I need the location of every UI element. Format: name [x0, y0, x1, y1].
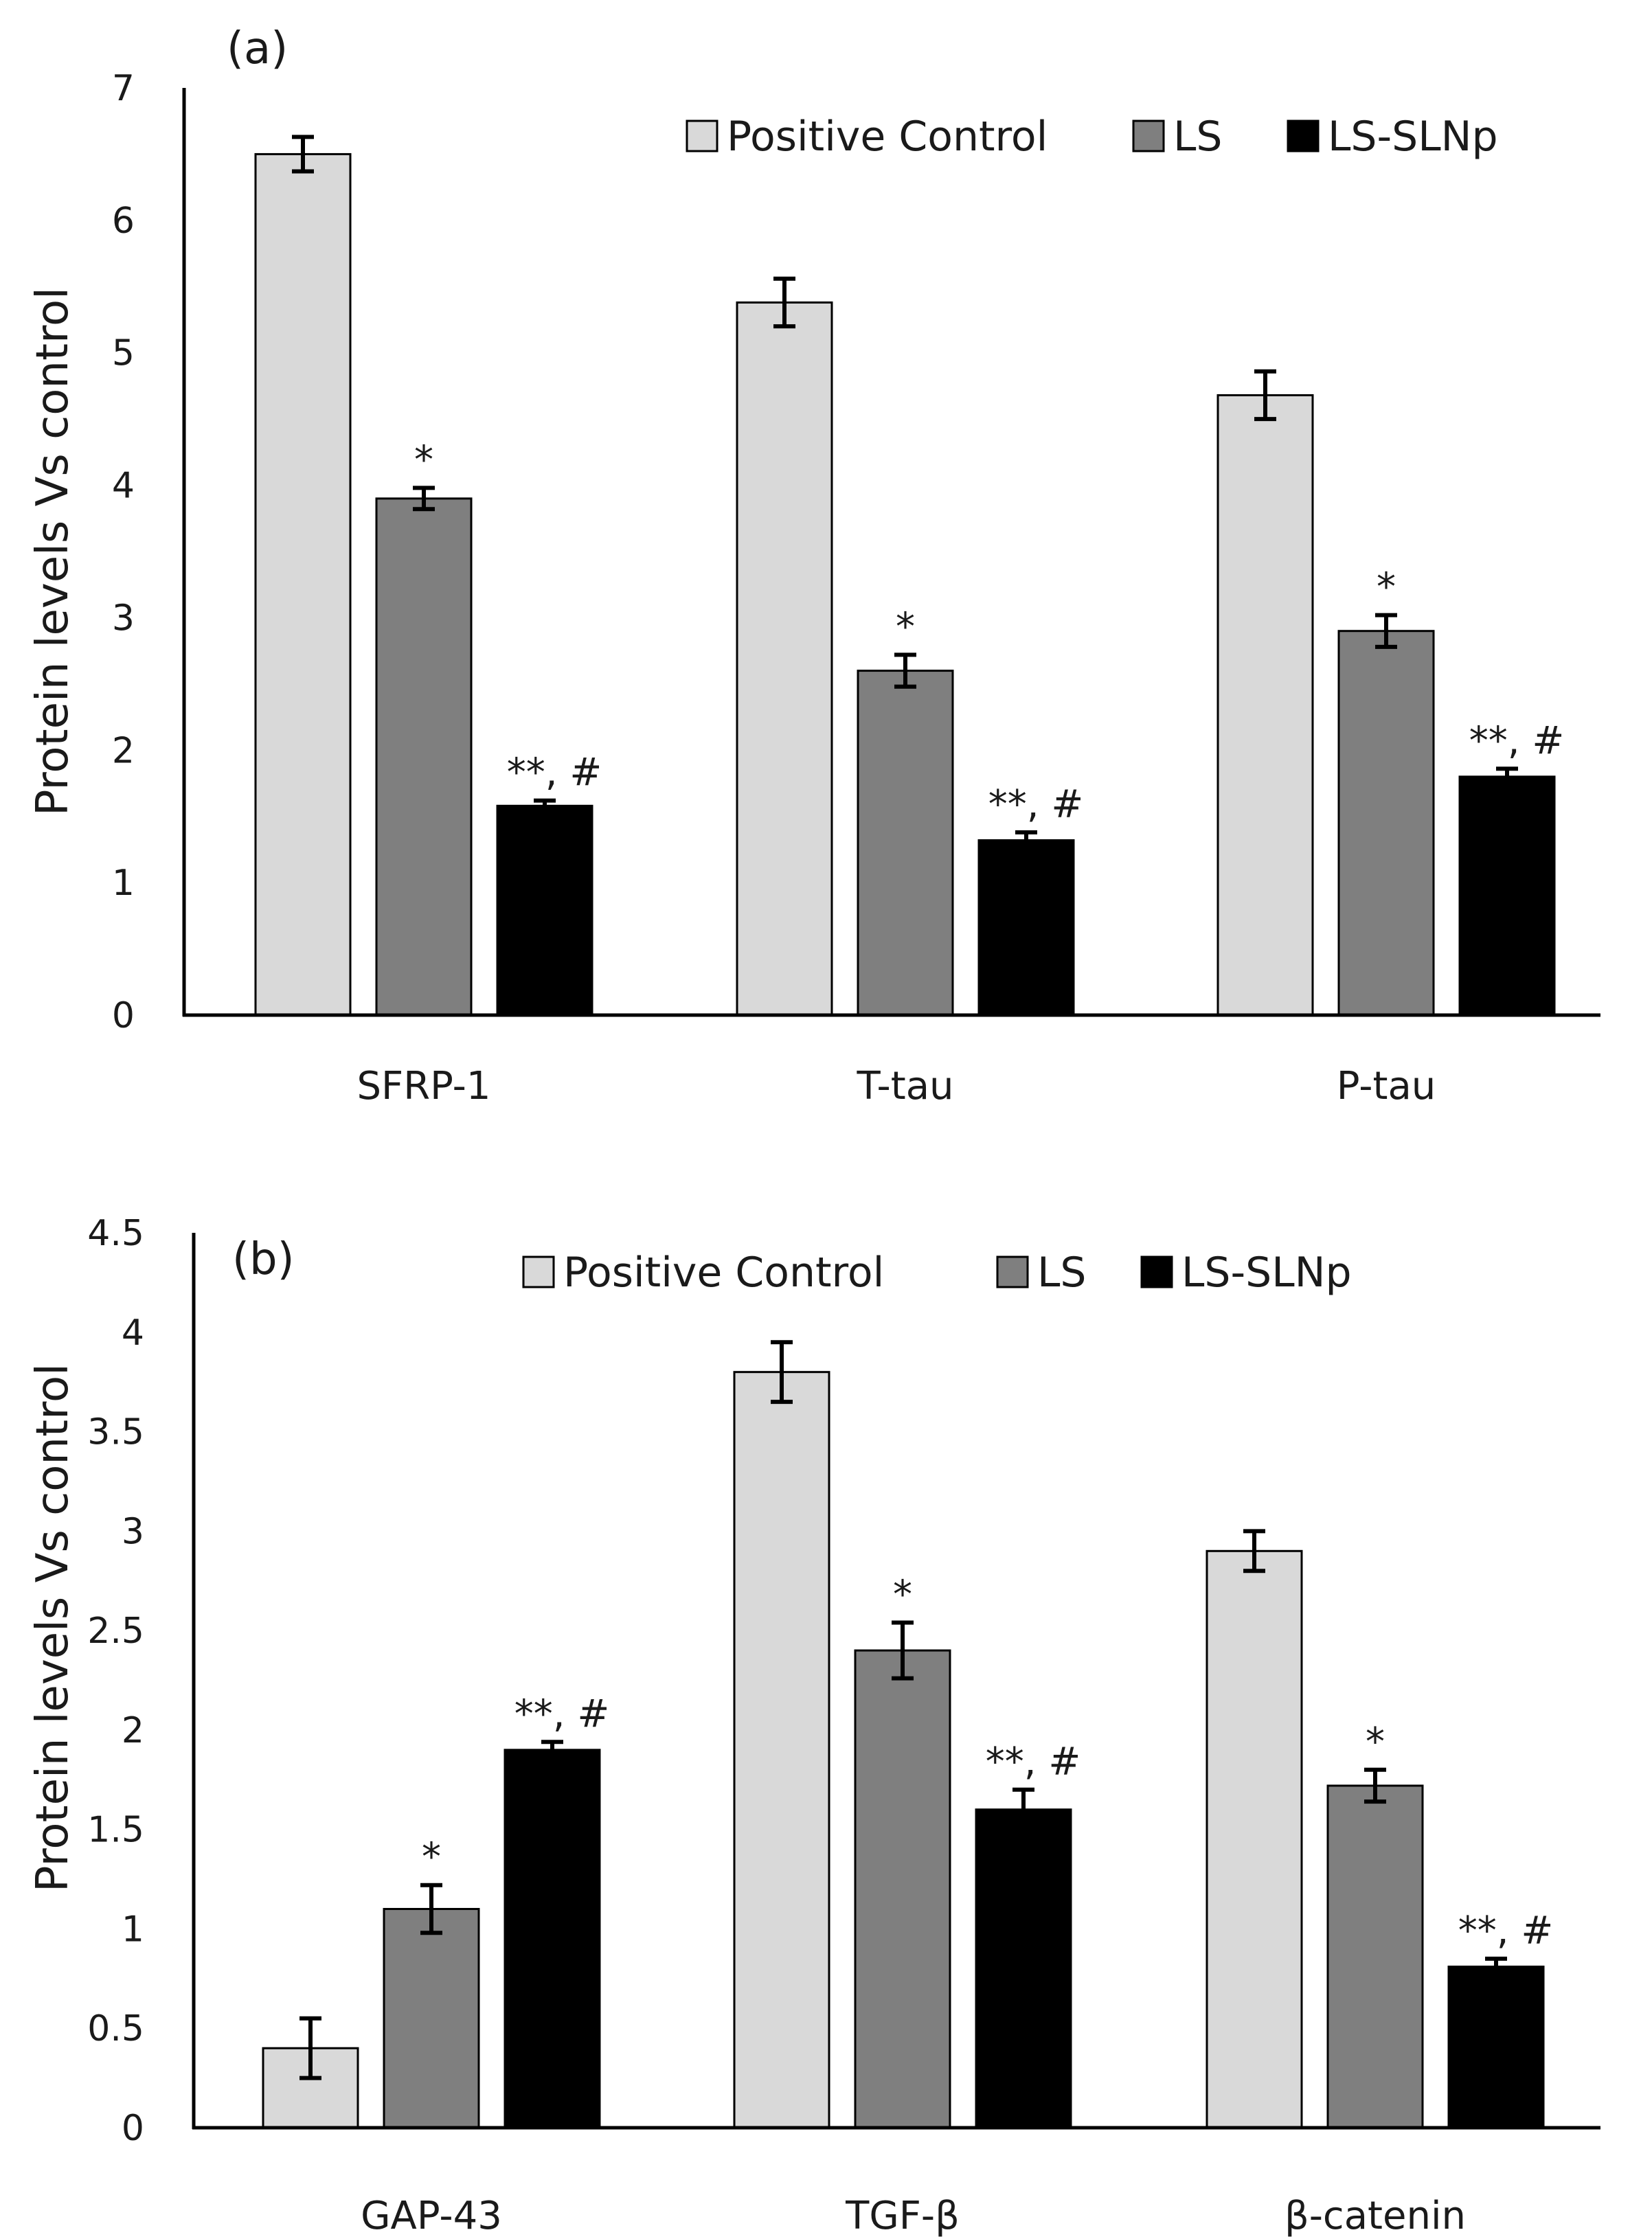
significance-label: *: [422, 1835, 441, 1880]
y-tick-label: 3: [122, 1511, 144, 1552]
legend-label: LS: [1173, 113, 1223, 161]
significance-label: *: [1366, 1720, 1385, 1764]
y-axis-title: Protein levels Vs control: [27, 287, 78, 816]
y-tick-label: 3.5: [87, 1412, 144, 1453]
bar-t-tau-ls-slnp: [977, 839, 1075, 1016]
bar-p-tau-ls-slnp: [1458, 775, 1556, 1016]
significance-label: *: [896, 604, 915, 649]
significance-label: **, #: [507, 751, 602, 795]
error-bar: [534, 798, 556, 813]
panel-label: (b): [232, 1234, 295, 1285]
legend-label: LS-SLNp: [1181, 1249, 1352, 1297]
legend-label: Positive Control: [727, 113, 1048, 161]
legend-swatch: [1132, 120, 1165, 152]
error-bar: [1496, 766, 1518, 787]
error-bar: [771, 1340, 793, 1405]
x-tick-label: P-tau: [1337, 1064, 1436, 1109]
bar-tgf--ls: [854, 1649, 951, 2129]
legend-swatch: [522, 1255, 555, 1288]
y-tick-label: 0: [122, 2108, 144, 2149]
bar--catenin-ls-slnp: [1447, 1965, 1545, 2129]
bar--catenin-positive-control: [1206, 1549, 1303, 2129]
error-bar: [541, 1740, 563, 1760]
x-tick-label: GAP-43: [361, 2194, 502, 2238]
y-tick-label: 7: [112, 68, 135, 109]
y-tick-label: 0.5: [87, 2008, 144, 2049]
significance-label: **, #: [988, 782, 1084, 827]
x-tick-label: SFRP-1: [357, 1064, 490, 1109]
y-tick-label: 4: [112, 466, 135, 507]
legend-swatch: [1287, 120, 1320, 152]
error-bar: [1364, 1767, 1386, 1804]
error-bar: [1015, 830, 1037, 850]
error-bar: [299, 2016, 321, 2080]
error-bar: [413, 486, 435, 512]
legend-label: Positive Control: [563, 1249, 884, 1297]
significance-label: **, #: [986, 1740, 1081, 1784]
significance-label: **, #: [1458, 1909, 1554, 1953]
bar-p-tau-positive-control: [1217, 394, 1314, 1016]
y-tick-label: 1: [122, 1909, 144, 1950]
y-tick-label: 2: [122, 1710, 144, 1751]
bar-gap-43-ls-slnp: [503, 1749, 601, 2129]
bar-sfrp-1-ls: [375, 497, 473, 1016]
legend-label: LS-SLNp: [1328, 113, 1498, 161]
error-bar: [894, 652, 916, 689]
significance-label: *: [893, 1573, 912, 1617]
legend-swatch: [686, 120, 718, 152]
x-tick-label: TGF-β: [845, 2194, 960, 2238]
bar-tgf--positive-control: [733, 1371, 830, 2129]
y-tick-label: 2: [112, 730, 135, 771]
bar-t-tau-positive-control: [736, 301, 833, 1016]
x-tick-label: β-catenin: [1285, 2194, 1466, 2238]
bar-t-tau-ls: [857, 670, 954, 1016]
significance-label: **, #: [514, 1692, 610, 1736]
bar-tgf--ls-slnp: [975, 1808, 1072, 2129]
y-tick-label: 1: [112, 863, 135, 904]
y-tick-label: 6: [112, 201, 135, 242]
significance-label: *: [414, 437, 433, 482]
error-bar: [292, 135, 314, 174]
y-tick-label: 4.5: [87, 1213, 144, 1254]
y-tick-label: 2.5: [87, 1611, 144, 1652]
error-bar: [1485, 1956, 1507, 1977]
error-bar: [1012, 1787, 1034, 1832]
chart-panel-b: (b) Protein levels Vs control 0 0.5 1 1.5 2 2.5…: [27, 1213, 1600, 2238]
error-bar: [773, 276, 795, 329]
significance-label: **, #: [1469, 718, 1565, 763]
legend-label: LS: [1037, 1249, 1087, 1297]
bar--catenin-ls: [1326, 1784, 1424, 2129]
chart-panel-a: (a) Protein levels Vs control 0 1 2 3 4 5 6 7 * **,…: [27, 23, 1600, 1109]
legend-swatch: [1140, 1255, 1173, 1288]
y-tick-label: 3: [112, 598, 135, 639]
y-tick-label: 5: [112, 333, 135, 374]
y-tick-label: 4: [122, 1312, 144, 1354]
legend: Positive Control LS LS-SLNp: [522, 1249, 1352, 1297]
significance-label: *: [1377, 565, 1396, 610]
legend: Positive Control LS LS-SLNp: [686, 113, 1498, 161]
legend-swatch: [996, 1255, 1029, 1288]
bar-sfrp-1-positive-control: [254, 152, 352, 1016]
bar-sfrp-1-ls-slnp: [496, 804, 593, 1016]
panel-label: (a): [227, 23, 288, 74]
error-bar: [1243, 1529, 1265, 1573]
y-axis-title: Protein levels Vs control: [27, 1363, 78, 1892]
bar-p-tau-ls: [1337, 630, 1435, 1016]
error-bar: [420, 1883, 442, 1935]
error-bar: [1254, 369, 1276, 422]
error-bar: [892, 1620, 914, 1681]
error-bar: [1375, 613, 1397, 649]
bar-gap-43-ls: [383, 1907, 480, 2129]
y-tick-label: 0: [112, 995, 135, 1036]
x-tick-label: T-tau: [856, 1064, 953, 1109]
y-tick-label: 1.5: [87, 1810, 144, 1851]
